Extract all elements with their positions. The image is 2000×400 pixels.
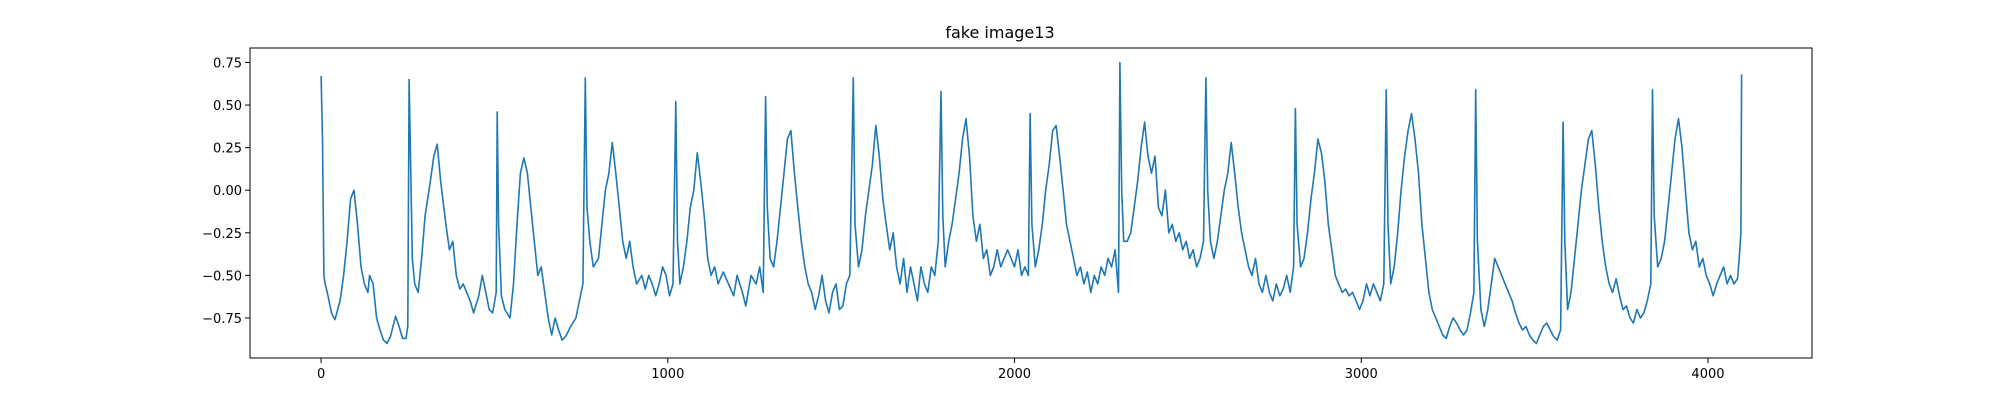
y-tick-label: 0.75 — [213, 56, 242, 71]
x-tick-label: 4000 — [1691, 367, 1724, 382]
y-tick-label: 0.25 — [213, 142, 242, 157]
plot-area — [320, 61, 1743, 345]
y-tick-label: 0.00 — [213, 184, 242, 199]
x-tick-label: 1000 — [651, 367, 684, 382]
y-tick-label: −0.50 — [202, 269, 242, 284]
x-axis: 0 1000 2000 3000 4000 — [317, 358, 1725, 382]
x-tick-label: 0 — [317, 367, 325, 382]
y-tick-label: −0.75 — [202, 312, 242, 327]
y-tick-label: −0.25 — [202, 227, 242, 242]
series-line-1 — [320, 61, 1743, 345]
plot-frame — [249, 47, 1813, 359]
y-tick-label: 0.50 — [213, 99, 242, 114]
x-tick-label: 3000 — [1345, 367, 1378, 382]
chart-title: fake image13 — [945, 23, 1054, 42]
x-tick-label: 2000 — [998, 367, 1031, 382]
y-axis: −0.75 −0.50 −0.25 0.00 0.25 0.50 0.75 — [202, 56, 250, 327]
